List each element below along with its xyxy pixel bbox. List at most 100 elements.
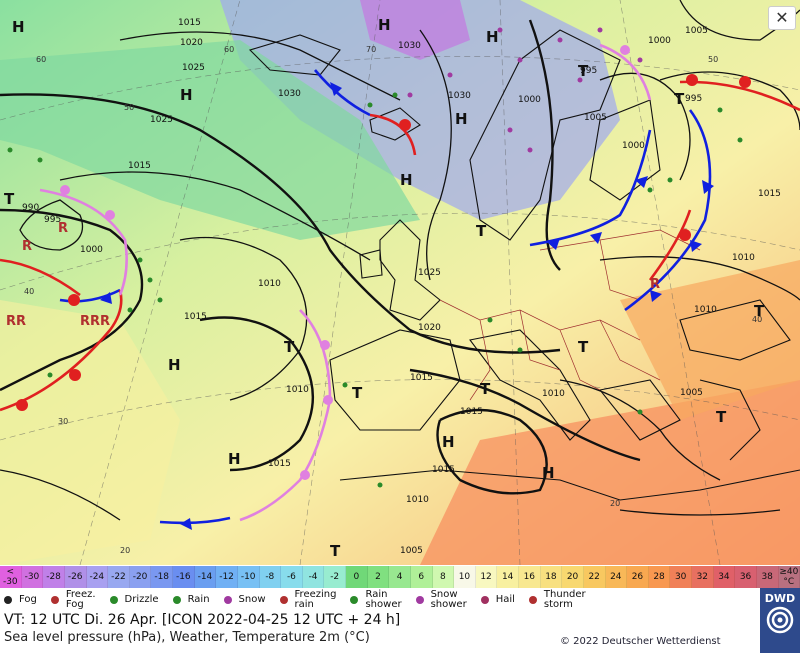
svg-text:RR: RR [6, 314, 26, 329]
legend-item: Thunder storm [525, 590, 586, 610]
legend-label: Rain shower [365, 589, 402, 610]
scale-cell: 14 [497, 566, 519, 588]
scale-cell: 10 [454, 566, 476, 588]
temperature-label: 70 [366, 45, 376, 54]
scale-cell: 26 [627, 566, 649, 588]
low-centre: T [754, 302, 765, 320]
freezing-rain-icon [276, 592, 292, 608]
legend-label: Freez. Fog [65, 589, 96, 610]
freezing-fog-icon [47, 592, 63, 608]
low-centre: T [716, 408, 727, 426]
legend-label: Fog [19, 594, 37, 605]
scale-cell: -24 [86, 566, 109, 588]
temperature-label: 60 [224, 45, 234, 54]
pressure-label: 995 [685, 94, 702, 104]
scale-cell: -10 [237, 566, 260, 588]
pressure-label: 1015 [268, 459, 291, 469]
svg-text:RRR: RRR [80, 314, 110, 329]
temperature-label: 40 [24, 287, 34, 296]
svg-text:R: R [650, 277, 660, 292]
legend-item: Freez. Fog [47, 590, 96, 610]
pressure-label: 1000 [80, 245, 103, 255]
pressure-label: 995 [580, 66, 597, 76]
legend-item: Hail [477, 592, 515, 608]
scale-cell: -20 [129, 566, 152, 588]
pressure-label: 1010 [286, 385, 309, 395]
high-centre: H [442, 433, 455, 451]
pressure-centres: H H H H H H H H H H T T T T T T T T T T … [4, 16, 765, 560]
temperature-label: 20 [120, 546, 130, 555]
scale-cell: 34 [713, 566, 736, 588]
low-centre: T [352, 384, 363, 402]
scale-cell: -8 [259, 566, 282, 588]
pressure-label: 995 [44, 215, 61, 225]
pressure-label: 990 [22, 203, 39, 213]
low-centre: T [4, 190, 15, 208]
scale-cell: 0 [346, 566, 368, 588]
legend-label: Rain [187, 594, 210, 605]
warm-air-east [620, 260, 800, 420]
scale-cell: 28 [648, 566, 671, 588]
high-centre: H [12, 18, 25, 36]
legend-item: Rain [169, 592, 210, 608]
warm-front-semicircles [16, 74, 751, 411]
pressure-label: 1025 [418, 268, 441, 278]
scale-cell: -6 [281, 566, 303, 588]
pressure-label: 1030 [398, 41, 421, 51]
scale-cell: 4 [389, 566, 411, 588]
close-button[interactable]: ✕ [768, 6, 796, 30]
scale-cell: 36 [735, 566, 757, 588]
pressure-label: 1005 [680, 388, 703, 398]
isobars [0, 0, 800, 521]
pressure-label: 1000 [622, 141, 645, 151]
dwd-swirl-icon [766, 606, 794, 634]
temperature-label: 20 [610, 499, 620, 508]
temperature-label: 50 [708, 55, 718, 64]
legend-label: Drizzle [124, 594, 159, 605]
low-centre: T [578, 62, 589, 80]
low-centre: T [284, 338, 295, 356]
svg-text:R: R [22, 239, 32, 254]
pressure-label-layer: 1015 1020 1025 1030 1030 1030 995 1005 1… [22, 18, 781, 556]
cold-air-mass [220, 0, 620, 220]
legend-item: Drizzle [106, 592, 159, 608]
pressure-label: 1005 [685, 26, 708, 36]
scale-cell: 30 [670, 566, 692, 588]
rain-shower-icon [346, 592, 362, 608]
country-borders [439, 229, 701, 401]
high-centre: H [378, 16, 391, 34]
legend-item: Snow shower [412, 590, 467, 610]
rain-symbols [7, 92, 743, 488]
scale-cell: 8 [432, 566, 455, 588]
scale-cell: 32 [692, 566, 714, 588]
warm-air-south [420, 380, 800, 565]
weather-map: R R RR RRR R 1015 1020 1025 1030 1030 10… [0, 0, 800, 565]
low-centre: T [480, 380, 491, 398]
scale-cell: 12 [475, 566, 498, 588]
scale-cell: -16 [173, 566, 195, 588]
legend-item: Fog [0, 592, 37, 608]
pressure-label: 1010 [694, 305, 717, 315]
high-centre: H [486, 28, 499, 46]
pressure-label: 1000 [648, 36, 671, 46]
coastlines [248, 29, 800, 501]
cold-fronts [59, 69, 712, 525]
low-centre: T [578, 338, 589, 356]
pressure-label: 1025 [150, 115, 173, 125]
pressure-label: 1010 [732, 253, 755, 263]
pressure-label: 1020 [418, 323, 441, 333]
pressure-label: 1030 [448, 91, 471, 101]
snow-symbols [407, 27, 643, 153]
scale-cell: < -30 [0, 566, 22, 588]
temperature-label: 30 [58, 417, 68, 426]
pressure-label: 1015 [758, 189, 781, 199]
scale-cell: -4 [302, 566, 325, 588]
legend-item: Rain shower [346, 589, 402, 610]
svg-text:R: R [58, 221, 68, 236]
arctic-air-mass [360, 0, 470, 60]
legend-label: Hail [495, 594, 515, 605]
low-centre: T [330, 542, 341, 560]
low-centre: T [476, 222, 487, 240]
weather-legend: Fog Freez. Fog Drizzle Rain Snow Freezing rai… [0, 588, 760, 612]
pressure-label: 1005 [584, 113, 607, 123]
